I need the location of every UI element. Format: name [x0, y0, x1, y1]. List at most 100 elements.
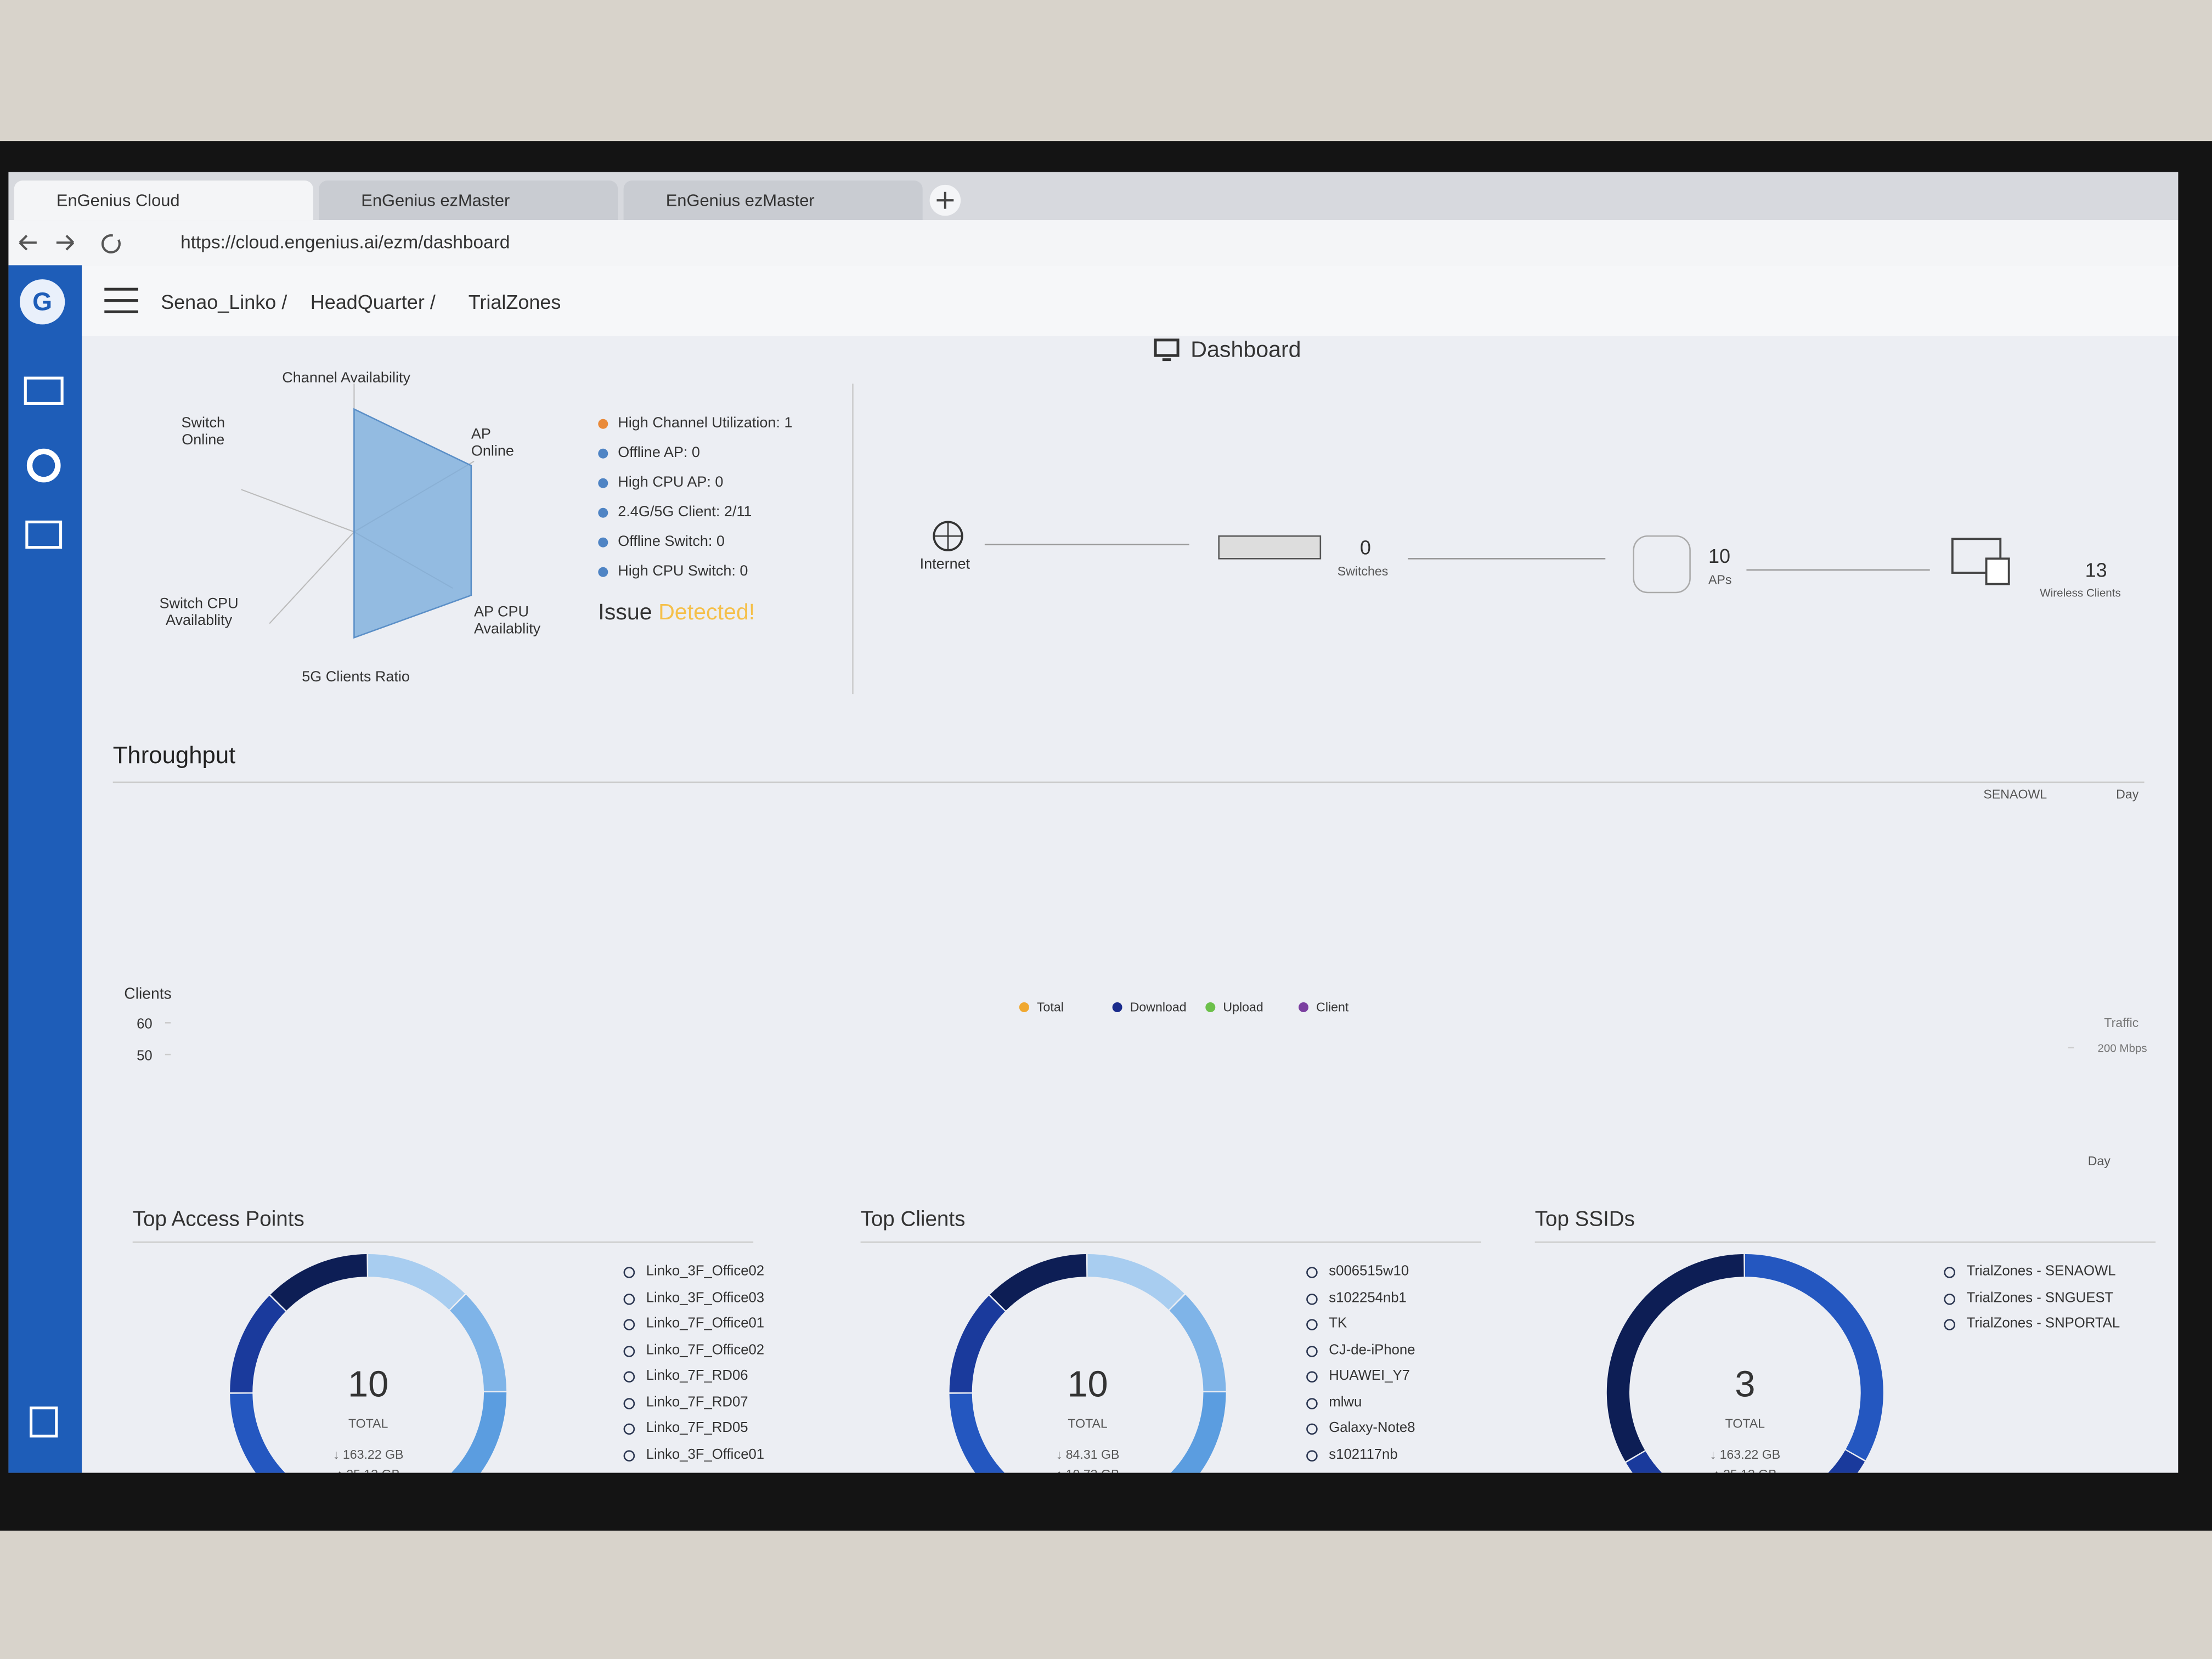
- radar-label: AP Online: [471, 426, 514, 460]
- donut-segment: [949, 1254, 1226, 1473]
- legend-item: Linko_3F_Office01: [623, 1447, 764, 1462]
- donut: 10 TOTAL ↓ 84.31 GB ↑ 10.73 GB: [949, 1254, 1226, 1473]
- range-filter[interactable]: Day: [2087, 1154, 2111, 1169]
- legend-item: Linko_3F_Office02: [623, 1264, 764, 1279]
- section-title: Throughput: [112, 742, 236, 769]
- donut: 3 TOTAL ↓ 163.22 GB ↑ 25.13 GB: [1606, 1254, 1883, 1473]
- legend-label: Client: [1316, 1000, 1349, 1014]
- address-bar: https://cloud.engenius.ai/ezm/dashboard: [8, 220, 2179, 267]
- legend-swatch: [1299, 1002, 1309, 1013]
- switch-count: 0: [1359, 536, 1371, 559]
- y2-tick-label: 200 Mbps: [2097, 1042, 2147, 1054]
- legend-item: s006515w10: [1306, 1264, 1409, 1279]
- ssid-filter[interactable]: SENAOWL: [1983, 787, 2047, 802]
- legend-swatch: [1112, 1002, 1122, 1013]
- download-total: ↓ 163.22 GB: [1710, 1447, 1781, 1462]
- legend-label: Download: [1130, 1000, 1187, 1014]
- screen: EnGenius Cloud EnGenius ezMaster EnGeniu…: [8, 172, 2179, 1473]
- legend-label: Upload: [1223, 1000, 1263, 1014]
- radar-chart: [241, 383, 475, 639]
- dashboard-icon[interactable]: [24, 376, 64, 405]
- breadcrumb[interactable]: Senao_Linko /: [161, 290, 287, 313]
- svg-text:G: G: [32, 287, 52, 316]
- divider: [132, 1241, 754, 1243]
- browser-tab[interactable]: EnGenius ezMaster: [623, 180, 923, 221]
- ap-label: APs: [1708, 573, 1732, 587]
- issue-label: Issue: [598, 601, 652, 625]
- legend-swatch: [1019, 1002, 1029, 1013]
- donut-segment: [230, 1254, 507, 1473]
- sidebar-icons: G: [20, 279, 65, 1438]
- donut-total: 10: [1067, 1364, 1108, 1405]
- nav-buttons[interactable]: [14, 229, 141, 257]
- donut-segment: [949, 1254, 1226, 1473]
- download-total: ↓ 84.31 GB: [1056, 1447, 1120, 1462]
- client-count: 13: [2085, 558, 2107, 582]
- page-title: Dashboard: [1190, 338, 1301, 363]
- menu-button[interactable]: [101, 285, 141, 316]
- radar-label: 5G Clients Ratio: [302, 668, 410, 686]
- issue-status: Detected!: [658, 601, 755, 625]
- legend-item: TrialZones - SENAOWL: [1944, 1264, 2116, 1279]
- legend-item: Linko_3F_Office03: [623, 1290, 764, 1306]
- donut-segment: [949, 1254, 1226, 1473]
- divider: [112, 781, 2145, 783]
- donut-segment: [230, 1254, 507, 1473]
- donut-total: 10: [348, 1364, 388, 1405]
- breadcrumb[interactable]: HeadQuarter /: [310, 290, 436, 313]
- donut-total-label: TOTAL: [1068, 1416, 1108, 1430]
- issue-item: Offline AP: 0: [598, 444, 700, 461]
- org-icon[interactable]: [30, 1406, 58, 1438]
- donut-segment: [949, 1254, 1226, 1473]
- upload-total: ↑ 25.13 GB: [1713, 1467, 1777, 1473]
- legend-item: CJ-de-iPhone: [1306, 1342, 1415, 1358]
- upload-total: ↑ 25.13 GB: [336, 1467, 400, 1473]
- legend-item: TrialZones - SNPORTAL: [1944, 1316, 2120, 1331]
- new-tab-button[interactable]: [928, 183, 962, 217]
- y-tick-label: 60: [137, 1017, 153, 1032]
- legend-item: mlwu: [1306, 1395, 1362, 1410]
- topology-label: Internet: [919, 556, 970, 573]
- divider: [1534, 1241, 2156, 1243]
- legend-item: TK: [1306, 1316, 1347, 1331]
- issue-item: 2.4G/5G Client: 2/11: [598, 504, 752, 521]
- switch-label: Switches: [1337, 564, 1389, 579]
- client-label: Wireless Clients: [2040, 586, 2121, 600]
- donut-total: 3: [1735, 1364, 1755, 1405]
- app-header: Senao_Linko / HeadQuarter / TrialZones A…: [82, 265, 2179, 336]
- url-text[interactable]: https://cloud.engenius.ai/ezm/dashboard: [180, 231, 510, 253]
- donut-segment: [230, 1254, 507, 1473]
- donut-total-label: TOTAL: [1725, 1416, 1765, 1430]
- title-icon: [1154, 338, 1180, 362]
- issue-item: Offline Switch: 0: [598, 533, 725, 550]
- topology: [933, 521, 2010, 594]
- range-filter[interactable]: Day: [2116, 787, 2139, 802]
- settings-icon[interactable]: [26, 448, 61, 483]
- donut-total-label: TOTAL: [348, 1416, 388, 1430]
- donut-segment: [949, 1254, 1226, 1473]
- browser-tab[interactable]: EnGenius Cloud: [14, 180, 313, 221]
- legend-item: Galaxy-Note8: [1306, 1420, 1415, 1436]
- browser-tab[interactable]: EnGenius ezMaster: [319, 180, 618, 221]
- legend-label: Total: [1037, 1000, 1064, 1014]
- legend-item: TrialZones - SNGUEST: [1944, 1290, 2113, 1306]
- divider: [852, 383, 854, 695]
- donut-segment: [230, 1254, 507, 1473]
- divider: [860, 1241, 1482, 1243]
- donut-segment: [949, 1254, 1226, 1473]
- ap-count: 10: [1708, 544, 1731, 567]
- donut-segment: [230, 1254, 507, 1473]
- issue-heading: Issue Detected!: [598, 601, 755, 626]
- panel-title: Top Access Points: [132, 1207, 304, 1232]
- report-icon[interactable]: [25, 520, 63, 549]
- legend-item: Linko_7F_Office02: [623, 1342, 764, 1358]
- legend-item: Linko_7F_Office01: [623, 1316, 764, 1331]
- y2-axis-title: Traffic: [2104, 1015, 2138, 1030]
- top-panels: Top Access Points 10 TOTAL ↓ 163.22 GB ↑ 25.…: [8, 1188, 2178, 1473]
- panel-title: Top Clients: [860, 1207, 966, 1232]
- breadcrumb[interactable]: TrialZones: [468, 290, 561, 313]
- panel-title: Top SSIDs: [1534, 1207, 1635, 1232]
- tab-bar: EnGenius Cloud EnGenius ezMaster EnGeniu…: [8, 172, 2179, 221]
- legend-item: HUAWEI_Y7: [1306, 1368, 1410, 1384]
